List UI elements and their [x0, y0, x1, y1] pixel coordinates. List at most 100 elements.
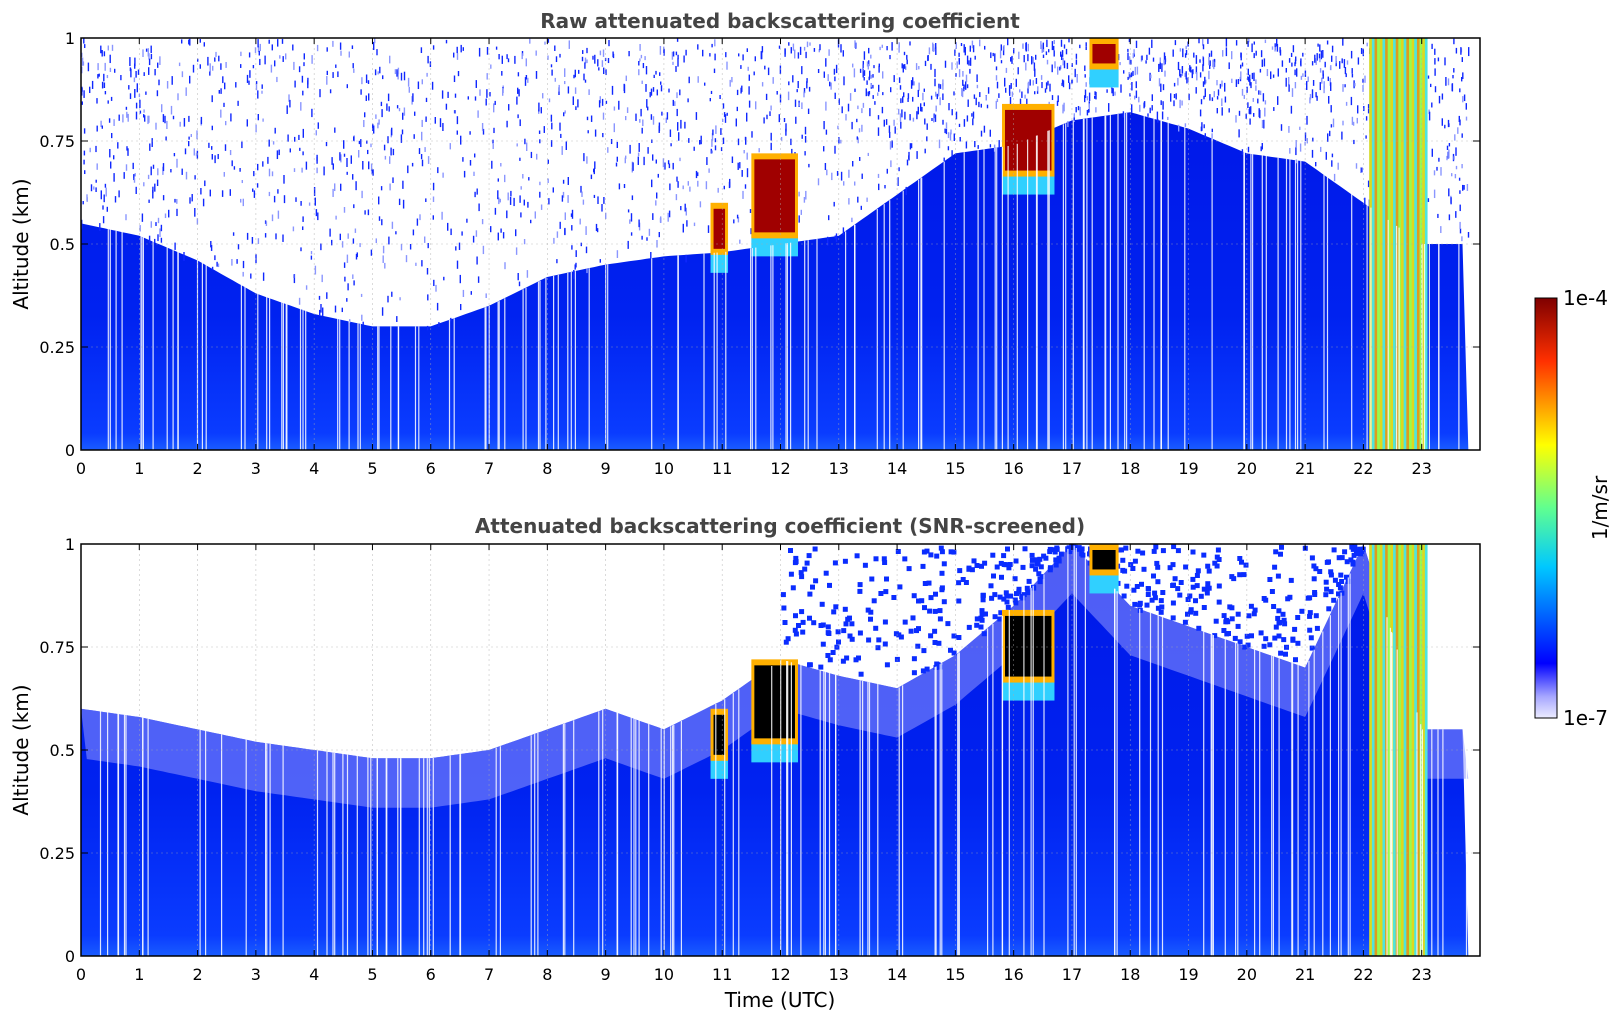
cloud-column-stripe — [1374, 544, 1378, 956]
y-tick-label: 0.25 — [39, 338, 75, 357]
noise-speck — [863, 70, 866, 76]
noise-speck — [1000, 44, 1002, 51]
noise-speck — [808, 163, 810, 168]
screened-speck — [798, 570, 804, 576]
noise-speck — [107, 45, 109, 51]
noise-speck — [980, 103, 982, 108]
noise-speck — [1459, 88, 1461, 93]
noise-speck — [790, 47, 792, 54]
noise-speck — [550, 64, 553, 68]
screened-speck — [1201, 552, 1207, 558]
noise-speck — [1365, 116, 1368, 121]
noise-speck — [494, 207, 497, 215]
data-gap — [1167, 122, 1169, 450]
noise-speck — [904, 64, 906, 69]
noise-speck — [270, 64, 273, 73]
noise-speck — [1025, 62, 1027, 71]
noise-speck — [477, 276, 480, 283]
screened-speck — [956, 598, 962, 604]
noise-speck — [509, 196, 512, 205]
noise-speck — [656, 192, 658, 199]
data-gap — [703, 253, 705, 450]
noise-speck — [1328, 96, 1330, 104]
screened-speck — [818, 664, 824, 670]
noise-speck — [878, 183, 880, 191]
screened-speck — [1066, 546, 1072, 552]
noise-speck — [156, 90, 159, 97]
data-gap — [1292, 663, 1294, 956]
noise-speck — [293, 274, 295, 278]
noise-speck — [375, 114, 377, 119]
data-gap — [123, 714, 126, 956]
noise-speck — [1255, 50, 1257, 56]
noise-speck — [934, 78, 936, 87]
data-gap — [862, 680, 864, 956]
screened-speck — [1275, 615, 1281, 621]
data-gap — [920, 178, 922, 450]
noise-speck — [612, 53, 615, 59]
noise-speck — [942, 79, 944, 87]
noise-speck — [906, 54, 908, 60]
noise-speck — [685, 207, 687, 216]
noise-speck — [84, 44, 86, 49]
noise-speck — [1018, 51, 1020, 60]
noise-speck — [522, 174, 524, 179]
noise-speck — [1243, 94, 1245, 99]
data-gap — [677, 255, 679, 450]
noise-speck — [381, 109, 383, 118]
noise-speck — [225, 121, 227, 126]
data-gap — [898, 687, 900, 956]
noise-speck — [643, 156, 645, 166]
data-gap — [786, 243, 788, 450]
screened-speck — [1183, 564, 1189, 570]
noise-speck — [983, 125, 986, 133]
x-tick-label: 12 — [770, 459, 790, 478]
noise-speck — [81, 57, 84, 66]
noise-speck — [443, 276, 445, 281]
data-gap — [553, 275, 555, 450]
noise-speck — [836, 171, 839, 176]
noise-speck — [801, 134, 803, 139]
data-gap — [1396, 225, 1398, 450]
noise-speck — [881, 106, 884, 114]
noise-speck — [1180, 74, 1182, 78]
noise-speck — [504, 262, 506, 270]
data-gap — [1438, 244, 1440, 450]
screened-speck — [1331, 547, 1337, 553]
noise-speck — [866, 61, 869, 67]
noise-speck — [181, 168, 183, 175]
noise-speck — [256, 183, 259, 188]
noise-speck — [648, 228, 651, 236]
data-gap — [359, 323, 361, 450]
data-gap — [1254, 649, 1256, 956]
noise-speck — [1453, 156, 1455, 160]
noise-speck — [114, 196, 117, 203]
noise-speck — [746, 152, 748, 160]
noise-speck — [150, 166, 152, 176]
screened-speck — [810, 584, 815, 590]
data-gap — [828, 673, 831, 956]
noise-speck — [1295, 140, 1297, 148]
screened-speck — [825, 630, 831, 636]
noise-speck — [364, 112, 366, 118]
noise-speck — [1199, 72, 1202, 78]
noise-speck — [676, 38, 679, 42]
noise-speck — [891, 140, 893, 148]
noise-speck — [1143, 101, 1146, 107]
noise-speck — [425, 116, 427, 122]
data-gap — [992, 623, 994, 956]
screened-speck — [1058, 551, 1064, 557]
noise-speck — [346, 158, 348, 167]
noise-speck — [403, 71, 406, 81]
noise-speck — [1241, 88, 1244, 96]
noise-speck — [616, 250, 619, 258]
noise-speck — [650, 114, 653, 120]
noise-speck — [375, 238, 377, 244]
noise-speck — [1276, 38, 1278, 47]
noise-speck — [1306, 81, 1308, 90]
screened-speck — [1190, 549, 1196, 555]
noise-speck — [1150, 74, 1152, 79]
screened-speck — [1178, 580, 1184, 585]
noise-speck — [683, 55, 685, 63]
x-tick-label: 22 — [1353, 459, 1373, 478]
